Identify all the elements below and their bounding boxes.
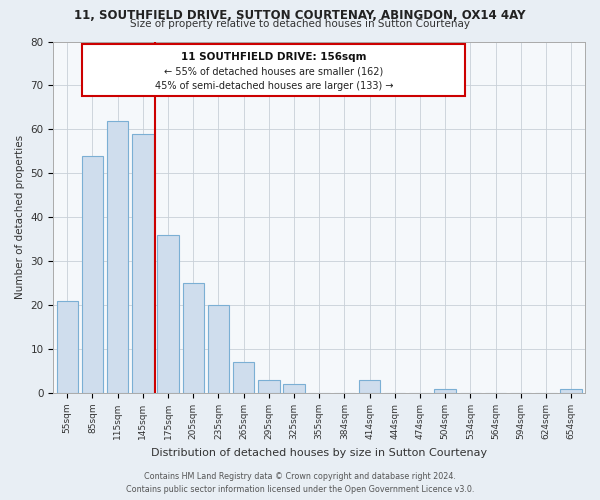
Bar [560,388,582,393]
Text: Contains HM Land Registry data © Crown copyright and database right 2024.
Contai: Contains HM Land Registry data © Crown c… [126,472,474,494]
Bar [233,362,254,393]
X-axis label: Distribution of detached houses by size in Sutton Courtenay: Distribution of detached houses by size … [151,448,487,458]
Bar [56,301,78,393]
Bar [258,380,280,393]
FancyBboxPatch shape [82,44,466,96]
Text: 11, SOUTHFIELD DRIVE, SUTTON COURTENAY, ABINGDON, OX14 4AY: 11, SOUTHFIELD DRIVE, SUTTON COURTENAY, … [74,9,526,22]
Bar [132,134,154,393]
Bar [82,156,103,393]
Text: Size of property relative to detached houses in Sutton Courtenay: Size of property relative to detached ho… [130,19,470,29]
Bar [157,235,179,393]
Bar [283,384,305,393]
Bar [208,305,229,393]
Text: 11 SOUTHFIELD DRIVE: 156sqm: 11 SOUTHFIELD DRIVE: 156sqm [181,52,367,62]
Y-axis label: Number of detached properties: Number of detached properties [15,135,25,300]
Bar [107,120,128,393]
Bar [434,388,456,393]
Bar [359,380,380,393]
Text: ← 55% of detached houses are smaller (162): ← 55% of detached houses are smaller (16… [164,66,383,76]
Text: 45% of semi-detached houses are larger (133) →: 45% of semi-detached houses are larger (… [155,81,393,91]
Bar [182,283,204,393]
